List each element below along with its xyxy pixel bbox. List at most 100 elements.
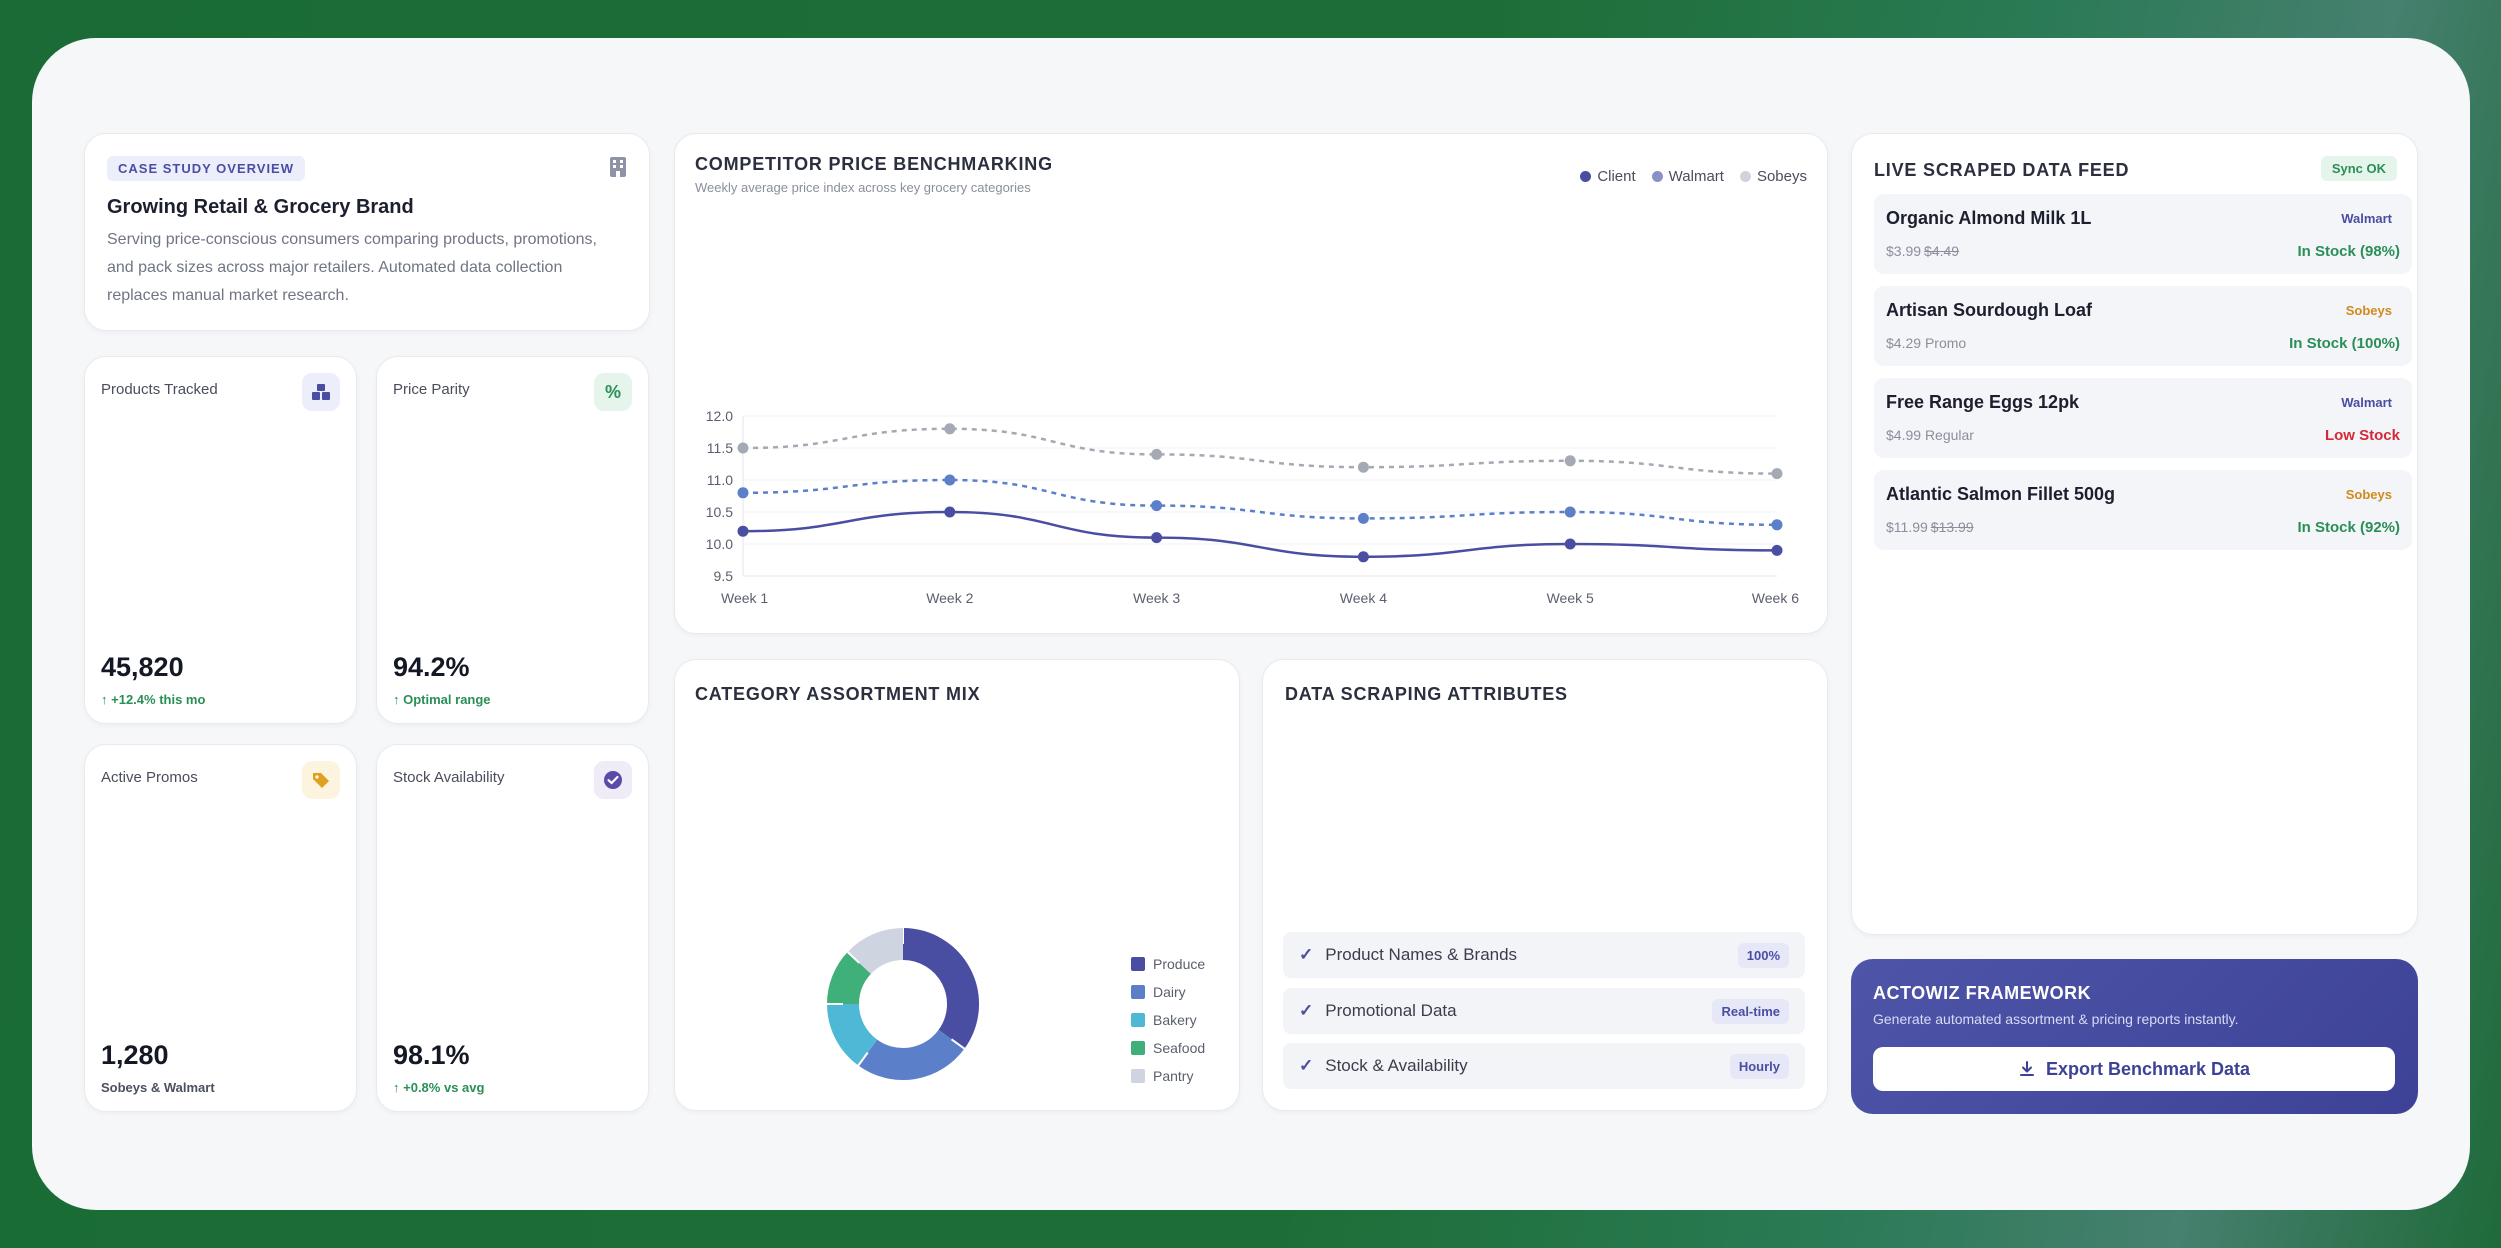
attribute-tag: Hourly bbox=[1729, 1053, 1789, 1079]
assortment-donut-chart bbox=[827, 928, 979, 1080]
chart-title: COMPETITOR PRICE BENCHMARKING bbox=[695, 154, 1053, 174]
legend-label: Dairy bbox=[1153, 984, 1186, 1000]
data-point-walmart[interactable] bbox=[1357, 512, 1369, 524]
kpi-card-products-tracked: Products Tracked 45,820 ↑ +12.4% this mo bbox=[84, 356, 357, 724]
check-icon: ✓ bbox=[1299, 1056, 1314, 1075]
donut-slice-bakery[interactable] bbox=[827, 1003, 878, 1066]
data-point-client[interactable] bbox=[1564, 538, 1576, 550]
store-badge: Walmart bbox=[2341, 211, 2392, 226]
product-price: $3.99 $4.49 bbox=[1886, 243, 1960, 259]
data-point-walmart[interactable] bbox=[1771, 519, 1783, 531]
data-point-walmart[interactable] bbox=[944, 474, 956, 486]
feed-item[interactable]: Free Range Eggs 12pk Walmart $4.99 Regul… bbox=[1874, 378, 2412, 458]
export-benchmark-button[interactable]: Export Benchmark Data bbox=[1873, 1047, 2395, 1091]
attributes-title: DATA SCRAPING ATTRIBUTES bbox=[1285, 684, 1568, 704]
legend-label: Seafood bbox=[1153, 1040, 1206, 1056]
donut-legend-item-dairy[interactable]: Dairy bbox=[1131, 978, 1205, 1006]
data-point-client[interactable] bbox=[1357, 551, 1369, 563]
data-point-sobeys[interactable] bbox=[1771, 468, 1783, 480]
data-point-sobeys[interactable] bbox=[1357, 461, 1369, 473]
data-point-client[interactable] bbox=[1151, 532, 1163, 544]
legend-label: Pantry bbox=[1153, 1068, 1194, 1084]
attribute-row-promotional-data: ✓ Promotional Data Real-time bbox=[1283, 988, 1805, 1034]
kpi-value: 98.1% bbox=[393, 1040, 470, 1070]
series-line-client bbox=[742, 510, 1778, 559]
data-point-client[interactable] bbox=[737, 525, 749, 537]
feed-item[interactable]: Artisan Sourdough Loaf Sobeys $4.29 Prom… bbox=[1874, 286, 2412, 366]
product-name: Organic Almond Milk 1L bbox=[1886, 208, 2092, 228]
donut-slice-dairy[interactable] bbox=[858, 1029, 965, 1080]
cta-subtitle: Generate automated assortment & pricing … bbox=[1873, 1011, 2239, 1027]
donut-legend-item-seafood[interactable]: Seafood bbox=[1131, 1034, 1205, 1062]
store-badge: Sobeys bbox=[2345, 487, 2392, 502]
data-point-sobeys[interactable] bbox=[1564, 455, 1576, 467]
donut-legend-item-pantry[interactable]: Pantry bbox=[1131, 1062, 1205, 1090]
feed-item[interactable]: Atlantic Salmon Fillet 500g Sobeys $11.9… bbox=[1874, 470, 2412, 550]
slice-divider bbox=[857, 1051, 869, 1067]
product-name: Artisan Sourdough Loaf bbox=[1886, 300, 2092, 320]
x-tick-label: Week 5 bbox=[1547, 590, 1594, 606]
case-study-title: Growing Retail & Grocery Brand bbox=[107, 196, 414, 218]
category-assortment-card: CATEGORY ASSORTMENT MIX Produce Dairy Bake… bbox=[674, 659, 1240, 1111]
building-icon bbox=[610, 157, 626, 177]
donut-legend-item-bakery[interactable]: Bakery bbox=[1131, 1006, 1205, 1034]
data-point-sobeys[interactable] bbox=[1151, 448, 1163, 460]
legend-item-client[interactable]: Client bbox=[1580, 168, 1636, 185]
stock-status: In Stock (98%) bbox=[2297, 243, 2400, 260]
actowiz-framework-panel: ACTOWIZ FRAMEWORK Generate automated ass… bbox=[1851, 959, 2418, 1114]
donut-slice-seafood[interactable] bbox=[827, 951, 872, 1005]
kpi-card-price-parity: Price Parity % 94.2% ↑ Optimal range bbox=[376, 356, 649, 724]
data-point-client[interactable] bbox=[944, 506, 956, 518]
feed-item[interactable]: Organic Almond Milk 1L Walmart $3.99 $4.4… bbox=[1874, 194, 2412, 274]
tag-icon bbox=[302, 761, 340, 799]
y-tick-label: 11.0 bbox=[707, 472, 733, 488]
y-tick-label: 10.0 bbox=[706, 536, 733, 552]
data-point-walmart[interactable] bbox=[1151, 500, 1163, 512]
donut-legend: Produce Dairy Bakery Seafood Pantry bbox=[1131, 950, 1205, 1090]
price-benchmark-card: COMPETITOR PRICE BENCHMARKING Weekly ave… bbox=[674, 133, 1828, 634]
kpi-label: Price Parity bbox=[393, 381, 470, 398]
attribute-label: Stock & Availability bbox=[1325, 1056, 1468, 1075]
y-tick-label: 9.5 bbox=[714, 568, 734, 584]
stock-status: In Stock (100%) bbox=[2289, 335, 2400, 352]
check-badge-icon bbox=[594, 761, 632, 799]
product-name: Atlantic Salmon Fillet 500g bbox=[1886, 484, 2116, 504]
feed-title: LIVE SCRAPED DATA FEED bbox=[1874, 160, 2130, 180]
product-price: $11.99 $13.99 bbox=[1886, 519, 1974, 535]
arrow-up-icon: ↑ bbox=[393, 1080, 404, 1095]
legend-item-sobeys[interactable]: Sobeys bbox=[1739, 168, 1807, 185]
data-point-sobeys[interactable] bbox=[737, 442, 749, 454]
check-icon: ✓ bbox=[1299, 945, 1314, 964]
donut-slice-pantry[interactable] bbox=[847, 928, 904, 975]
x-tick-label: Week 4 bbox=[1340, 590, 1387, 606]
store-badge: Walmart bbox=[2341, 395, 2392, 410]
series-line-walmart bbox=[742, 478, 1778, 527]
data-point-client[interactable] bbox=[1771, 544, 1783, 556]
kpi-trend: ↑ +12.4% this mo bbox=[101, 692, 206, 707]
case-study-overview-card: CASE STUDY OVERVIEW Growing Retail & Gro… bbox=[84, 133, 650, 331]
legend-label: Bakery bbox=[1153, 1012, 1197, 1028]
case-study-badge: CASE STUDY OVERVIEW bbox=[107, 156, 305, 181]
legend-label: Produce bbox=[1153, 956, 1206, 972]
product-price: $4.29 Promo bbox=[1886, 335, 1967, 351]
donut-slice-produce[interactable] bbox=[902, 928, 979, 1049]
store-badge: Sobeys bbox=[2345, 303, 2392, 318]
data-point-sobeys[interactable] bbox=[944, 423, 956, 435]
arrow-up-icon: ↑ bbox=[101, 692, 112, 707]
check-icon: ✓ bbox=[1299, 1001, 1314, 1020]
kpi-label: Products Tracked bbox=[101, 381, 218, 398]
download-icon bbox=[2019, 1061, 2034, 1076]
slice-divider bbox=[846, 951, 860, 964]
attribute-label: Product Names & Brands bbox=[1325, 945, 1518, 964]
kpi-value: 1,280 bbox=[101, 1040, 169, 1070]
data-point-walmart[interactable] bbox=[737, 487, 749, 499]
data-point-walmart[interactable] bbox=[1564, 506, 1576, 518]
donut-legend-item-produce[interactable]: Produce bbox=[1131, 950, 1205, 978]
sync-status-badge: Sync OK bbox=[2320, 156, 2397, 181]
live-feed-card: LIVE SCRAPED DATA FEED Sync OK Organic A… bbox=[1851, 133, 2418, 935]
legend-item-walmart[interactable]: Walmart bbox=[1651, 168, 1724, 185]
kpi-value: 45,820 bbox=[101, 652, 184, 682]
attribute-row-stock-availability: ✓ Stock & Availability Hourly bbox=[1283, 1043, 1805, 1089]
chart-subtitle: Weekly average price index across key gr… bbox=[695, 180, 1031, 195]
kpi-subtext: Sobeys & Walmart bbox=[101, 1080, 215, 1095]
